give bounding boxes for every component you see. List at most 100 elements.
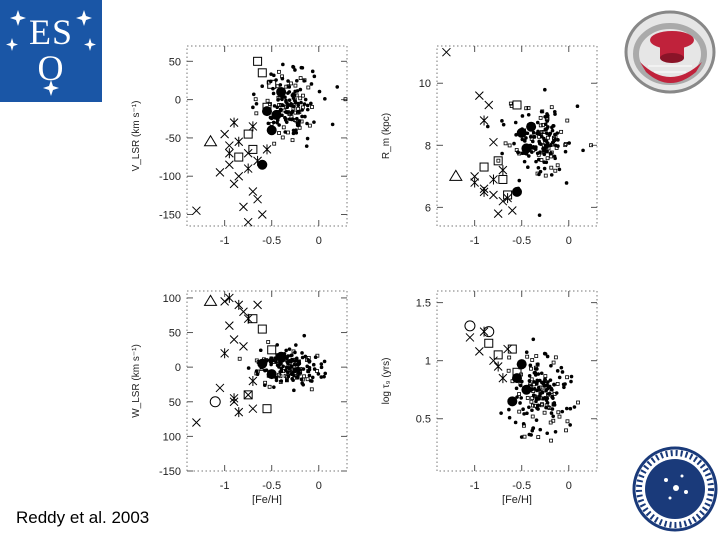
data-point [254, 101, 259, 106]
data-point-open [565, 375, 569, 380]
data-point-square [262, 102, 272, 112]
data-point [251, 92, 256, 97]
y-tick-label: 50 [169, 56, 181, 68]
data-point [278, 107, 283, 112]
data-point-open [531, 389, 536, 393]
data-point-open [539, 403, 544, 408]
data-points [192, 56, 348, 227]
data-point [271, 120, 276, 125]
y-tick-label: -150 [159, 466, 181, 478]
data-point [290, 372, 294, 377]
data-point-square [262, 404, 272, 414]
data-point [521, 407, 525, 412]
data-point-open [298, 96, 303, 101]
data-point [281, 62, 285, 67]
panel-top-right: -1 -0.5 0 10 8 6 R_m (kpc) [375, 40, 615, 265]
data-point-star [498, 373, 508, 384]
data-point-cross [248, 404, 258, 414]
data-point-open [549, 438, 553, 443]
data-point-large [276, 86, 287, 97]
y-tick-label: 0.5 [416, 414, 431, 426]
data-point-open [549, 105, 554, 110]
data-point-large [266, 125, 277, 136]
data-point-open [530, 358, 535, 362]
data-point-open [296, 106, 301, 111]
data-point [535, 151, 540, 156]
data-point [501, 122, 506, 127]
data-point-open [496, 158, 501, 163]
data-point [534, 418, 539, 422]
data-point [255, 372, 260, 377]
data-point [545, 386, 550, 391]
data-point [303, 97, 308, 102]
data-point [530, 428, 535, 433]
data-point-open [535, 171, 540, 176]
data-point [291, 92, 295, 96]
data-point [519, 435, 524, 439]
data-point-open [278, 380, 283, 384]
data-point-star [234, 136, 244, 147]
data-point-star [229, 117, 239, 128]
data-point [309, 101, 313, 106]
data-point-open [538, 131, 543, 136]
x-tick-label: 0 [316, 235, 322, 247]
data-point-square [498, 174, 508, 184]
data-point [527, 374, 532, 378]
data-point-open [254, 111, 259, 116]
chart-bottom-left: -1 -0.5 0 100 50 0 50 100 -150 W_LSR (km s⁻¹) [Fe/… [131, 290, 348, 506]
data-point-open [293, 83, 298, 88]
y-tick-label: 50 [169, 397, 181, 409]
data-point-square [243, 129, 253, 139]
data-point [568, 423, 572, 427]
data-point [522, 159, 527, 164]
data-point [286, 91, 290, 95]
data-point [535, 131, 539, 136]
y-tick-label: 10 [419, 78, 431, 90]
data-point-star [248, 121, 258, 132]
data-point-cross [243, 148, 253, 158]
y-tick-label: 50 [169, 328, 181, 340]
data-point-open [551, 360, 556, 365]
data-point [279, 369, 284, 373]
data-point-star [234, 299, 244, 310]
data-point-cross [498, 196, 508, 206]
data-points [464, 320, 580, 443]
data-point-large [266, 369, 277, 380]
data-point [569, 379, 573, 384]
data-point-open [307, 123, 312, 128]
data-point [300, 351, 304, 355]
data-point [555, 131, 560, 135]
data-point-open [506, 368, 511, 373]
data-point [551, 124, 556, 128]
data-point [550, 128, 555, 133]
data-point [254, 369, 259, 373]
data-point [556, 138, 560, 142]
data-point [553, 112, 557, 116]
data-point [297, 123, 301, 127]
data-point [532, 134, 537, 139]
data-point [319, 362, 324, 366]
data-point [269, 361, 273, 365]
data-point-open [267, 384, 272, 389]
data-point [557, 375, 562, 380]
data-point [305, 364, 310, 369]
x-tick-label: 0 [316, 480, 322, 492]
data-point [284, 117, 288, 121]
data-point-cross [243, 217, 253, 227]
data-point-open [555, 163, 560, 168]
data-point [542, 148, 546, 153]
data-point [284, 348, 288, 353]
plot-frame [436, 45, 598, 227]
data-point-star [248, 376, 258, 386]
data-point [291, 65, 296, 69]
data-point [309, 82, 314, 86]
data-point [551, 414, 555, 419]
data-point-open [545, 135, 550, 140]
data-point [552, 382, 556, 387]
data-point-open [529, 399, 534, 404]
data-point [291, 128, 296, 133]
data-point-cross [493, 209, 503, 218]
data-point-open-circle [464, 320, 476, 332]
data-point [305, 107, 310, 112]
data-point-open [281, 125, 286, 130]
